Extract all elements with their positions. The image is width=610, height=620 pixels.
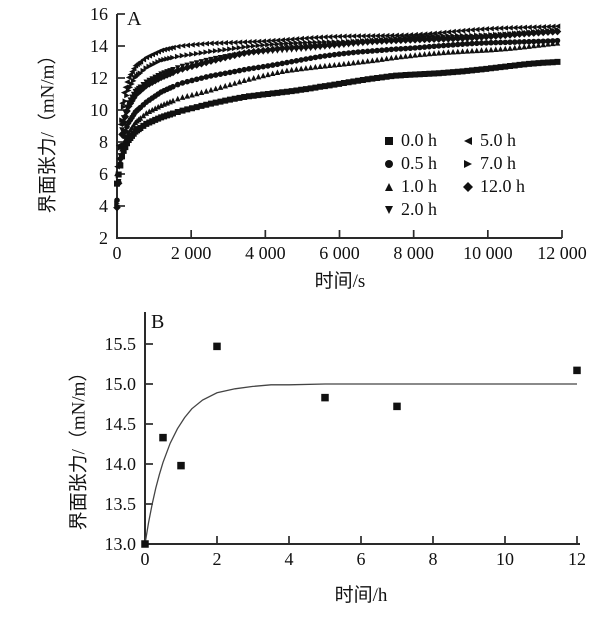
x-tick-label: 2 000 <box>171 243 212 263</box>
diamond-icon <box>463 181 473 192</box>
axes-lines <box>144 312 580 545</box>
triangle-down-icon <box>385 205 393 214</box>
legend-label: 0.5 h <box>401 153 437 173</box>
legend-label: 7.0 h <box>480 153 516 173</box>
legend-label: 5.0 h <box>480 130 516 150</box>
legend-label: 0.0 h <box>401 130 437 150</box>
diamond-glyph <box>463 181 473 192</box>
triangle-left-icon <box>464 136 472 145</box>
triangle-down-glyph <box>385 205 393 214</box>
legend-label: 2.0 h <box>401 199 437 219</box>
panel-a-x-axis-title: 时间/s <box>314 271 366 292</box>
x-tick-label: 6 <box>357 549 366 569</box>
y-tick-label: 6 <box>99 164 108 184</box>
y-tick-label: 4 <box>99 196 108 216</box>
x-tick-label: 12 <box>568 549 586 569</box>
triangle-left-glyph <box>464 136 472 145</box>
legend-item: 2.0 h <box>382 198 437 221</box>
y-tick-label: 8 <box>99 132 108 152</box>
y-tick-label: 2 <box>99 228 108 248</box>
legend-item: 1.0 h <box>382 175 437 198</box>
fit-curve <box>144 383 577 545</box>
y-tick-label: 14.0 <box>105 454 137 474</box>
circle-glyph <box>385 159 393 168</box>
panel-b-plot: 0 2 4 6 8 10 12 13.0 13.5 14.0 14.5 15.0 15.5 <box>105 312 586 569</box>
y-tick-label: 13.5 <box>105 494 137 514</box>
y-tick-label: 14.5 <box>105 414 137 434</box>
panel-a-plot: 0 2 000 4 000 6 000 8 000 10 000 12 000 2 4 6 8 10 1… <box>90 4 587 263</box>
series-0.0h-markers <box>114 58 561 187</box>
legend-label: 12.0 h <box>480 176 525 196</box>
x-tick-label: 8 <box>429 549 438 569</box>
legend-column-1: 0.0 h 0.5 h 1.0 h 2.0 h <box>382 129 437 221</box>
x-tick-label: 6 000 <box>319 243 360 263</box>
panel-b-y-axis-title: 界面张力/（mN/m） <box>68 362 90 531</box>
x-tick-label: 0 <box>141 549 150 569</box>
legend-item: 0.5 h <box>382 152 437 175</box>
panel-a-label: A <box>127 8 142 30</box>
circle-icon <box>385 159 393 168</box>
legend-item: 0.0 h <box>382 129 437 152</box>
y-tick-label: 12 <box>90 68 108 88</box>
triangle-up-glyph <box>385 182 393 191</box>
panel-b-label: B <box>151 311 165 333</box>
x-tick-label: 10 <box>496 549 514 569</box>
panel-b-x-axis-title: 时间/h <box>334 585 388 606</box>
legend-column-2: 5.0 h 7.0 h 12.0 h <box>461 129 525 221</box>
square-glyph <box>385 136 393 145</box>
legend-item: 12.0 h <box>461 175 525 198</box>
x-tick-label: 2 <box>213 549 222 569</box>
square-icon <box>385 136 393 145</box>
triangle-up-icon <box>385 182 393 191</box>
y-tick-label: 10 <box>90 100 108 120</box>
x-tick-label: 12 000 <box>537 243 587 263</box>
data-points <box>141 342 581 548</box>
y-tick-label: 16 <box>90 4 108 24</box>
x-tick-label: 0 <box>113 243 122 263</box>
triangle-right-icon <box>464 159 472 168</box>
x-tick-label: 4 <box>285 549 294 569</box>
legend-item: 7.0 h <box>461 152 525 175</box>
panel-a-legend: 0.0 h 0.5 h 1.0 h 2.0 h 5.0 h 7.0 h 12.0 h <box>382 129 525 221</box>
y-tick-label: 13.0 <box>105 534 137 554</box>
x-tick-label: 4 000 <box>245 243 286 263</box>
x-tick-label: 10 000 <box>463 243 513 263</box>
x-tick-label: 8 000 <box>393 243 434 263</box>
panel-a-y-axis-title: 界面张力/（mN/m） <box>37 45 59 214</box>
y-tick-label: 15.0 <box>105 374 137 394</box>
legend-item: 5.0 h <box>461 129 525 152</box>
triangle-right-glyph <box>464 159 472 168</box>
y-tick-label: 15.5 <box>105 334 137 354</box>
y-tick-label: 14 <box>90 36 108 56</box>
legend-label: 1.0 h <box>401 176 437 196</box>
